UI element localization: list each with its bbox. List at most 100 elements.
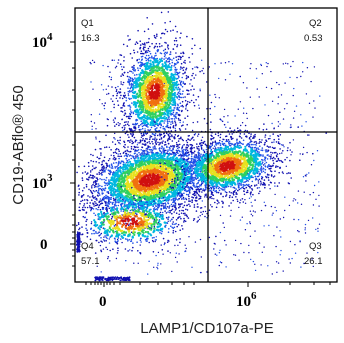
density-point xyxy=(145,73,148,76)
density-point xyxy=(183,61,185,63)
density-point xyxy=(97,191,99,193)
density-point xyxy=(134,77,136,79)
density-point xyxy=(244,199,246,201)
density-point xyxy=(169,30,172,32)
density-point xyxy=(143,93,146,96)
density-point xyxy=(271,100,274,103)
density-point xyxy=(181,203,183,205)
density-point xyxy=(105,176,108,179)
density-point xyxy=(151,124,154,127)
density-point xyxy=(172,125,175,127)
density-point xyxy=(219,231,222,234)
density-point xyxy=(139,74,142,77)
density-point xyxy=(284,209,286,212)
density-point xyxy=(127,146,129,148)
density-point xyxy=(168,57,170,59)
density-point xyxy=(202,67,204,70)
density-point xyxy=(175,52,177,54)
density-point xyxy=(210,101,213,104)
density-point xyxy=(175,37,177,39)
density-point xyxy=(204,206,206,208)
density-point xyxy=(250,63,252,65)
density-point xyxy=(292,94,294,97)
density-point xyxy=(147,273,149,275)
density-point xyxy=(150,135,153,138)
density-point xyxy=(146,115,149,119)
density-point xyxy=(318,223,321,225)
density-point xyxy=(80,196,83,198)
density-point xyxy=(164,202,167,204)
density-point xyxy=(136,144,139,146)
density-point xyxy=(162,140,164,142)
density-point xyxy=(157,124,160,127)
density-point xyxy=(136,167,139,170)
density-point xyxy=(269,135,271,137)
density-point xyxy=(132,112,135,115)
density-point xyxy=(161,45,163,47)
density-point xyxy=(128,155,131,157)
density-point xyxy=(136,155,139,158)
density-point xyxy=(191,129,194,132)
density-point xyxy=(83,203,86,205)
density-point xyxy=(149,59,152,62)
density-point xyxy=(126,123,129,125)
density-point xyxy=(137,61,140,64)
density-point xyxy=(147,126,149,128)
density-point xyxy=(98,157,100,160)
density-point xyxy=(110,78,112,81)
density-point xyxy=(99,169,101,172)
density-point xyxy=(300,203,303,205)
density-point xyxy=(188,175,191,179)
density-point xyxy=(316,150,319,152)
density-point xyxy=(312,217,314,219)
density-point xyxy=(246,223,248,225)
density-point xyxy=(184,244,186,246)
density-point xyxy=(169,62,171,65)
density-point xyxy=(156,134,159,137)
density-point xyxy=(237,108,239,110)
density-point xyxy=(177,113,180,116)
density-point xyxy=(133,101,136,104)
density-point xyxy=(177,86,180,89)
density-point xyxy=(300,75,302,78)
density-point xyxy=(111,59,114,61)
density-point xyxy=(183,148,185,151)
density-point xyxy=(125,121,127,123)
density-point xyxy=(248,252,250,254)
density-point xyxy=(91,125,93,128)
density-point xyxy=(127,104,129,107)
density-point xyxy=(119,165,122,168)
density-point xyxy=(181,104,184,107)
density-point xyxy=(188,56,190,59)
density-point xyxy=(156,205,158,207)
density-point xyxy=(173,83,176,86)
density-point xyxy=(78,188,81,190)
density-point xyxy=(124,132,127,135)
density-point xyxy=(120,210,122,212)
density-point xyxy=(179,114,181,116)
density-point xyxy=(98,173,101,175)
density-point xyxy=(199,170,202,173)
density-point xyxy=(185,193,188,196)
density-point xyxy=(143,46,145,48)
density-point xyxy=(163,132,165,135)
density-point xyxy=(174,122,177,124)
density-point xyxy=(143,114,146,117)
density-point xyxy=(123,114,126,116)
density-point xyxy=(312,204,315,206)
density-point xyxy=(203,72,205,75)
density-point xyxy=(307,134,309,136)
density-point xyxy=(98,140,101,143)
density-point xyxy=(81,189,84,192)
density-point xyxy=(141,63,143,65)
density-point xyxy=(98,188,100,190)
density-point xyxy=(313,66,316,68)
density-point xyxy=(128,139,130,142)
density-point xyxy=(139,67,141,70)
density-point xyxy=(81,226,83,228)
density-point xyxy=(105,166,108,169)
density-point xyxy=(178,90,181,92)
density-point xyxy=(100,271,102,273)
density-point xyxy=(260,209,263,212)
density-point xyxy=(190,79,192,81)
